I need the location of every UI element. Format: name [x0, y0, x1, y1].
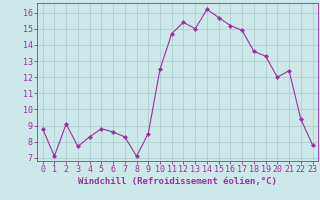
X-axis label: Windchill (Refroidissement éolien,°C): Windchill (Refroidissement éolien,°C)	[78, 177, 277, 186]
